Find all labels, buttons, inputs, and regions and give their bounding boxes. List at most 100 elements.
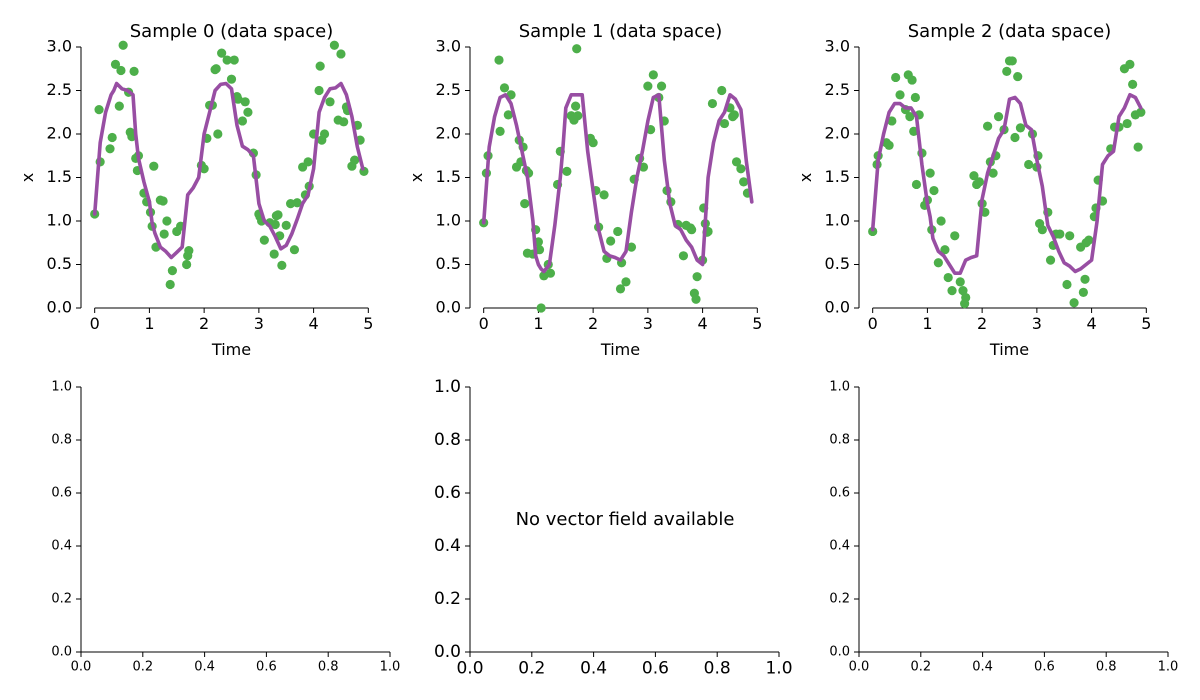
data-point bbox=[329, 40, 339, 50]
chart-title: Sample 1 (data space) bbox=[519, 21, 723, 42]
y-tick-label: 2.0 bbox=[825, 124, 850, 143]
data-point bbox=[907, 75, 917, 85]
data-point bbox=[940, 245, 950, 255]
data-point bbox=[158, 196, 168, 206]
data-point bbox=[947, 286, 957, 296]
data-point bbox=[1080, 274, 1090, 284]
y-tick-label: 0.4 bbox=[829, 539, 850, 554]
y-tick-label: 0.2 bbox=[51, 592, 72, 607]
x-tick-label: 1 bbox=[533, 314, 543, 333]
y-tick-label: 2.0 bbox=[47, 124, 72, 143]
y-tick-label: 1.5 bbox=[825, 167, 850, 186]
data-point bbox=[167, 265, 177, 276]
data-point bbox=[1065, 231, 1075, 241]
data-point bbox=[499, 83, 510, 93]
y-axis-label: x bbox=[407, 173, 426, 182]
x-tick-label: 0.6 bbox=[256, 659, 277, 674]
data-point bbox=[182, 259, 192, 270]
y-tick-label: 1.0 bbox=[51, 380, 72, 395]
x-tick-label: 4 bbox=[1086, 314, 1096, 333]
x-tick-label: 4 bbox=[308, 314, 318, 333]
y-axis-label: x bbox=[796, 173, 815, 182]
data-point bbox=[545, 268, 556, 278]
data-point bbox=[1136, 107, 1146, 117]
data-point bbox=[961, 292, 971, 303]
y-tick-label: 0.4 bbox=[434, 536, 461, 556]
data-point bbox=[211, 64, 221, 74]
x-axis-label: Time bbox=[211, 340, 251, 359]
x-tick-label: 0.6 bbox=[1034, 659, 1055, 674]
panel-sample-0: 0.0 0.5 1.0 1.5 2.0 2.5 3.0 0 1 2 3 4 5 Sample 0 (dat… bbox=[18, 21, 373, 359]
data-point bbox=[687, 225, 697, 235]
y-tick-label: 2.5 bbox=[47, 80, 72, 99]
data-point bbox=[494, 55, 504, 65]
x-tick-label: 0.8 bbox=[318, 659, 339, 674]
data-point bbox=[1084, 235, 1094, 245]
data-point bbox=[229, 55, 239, 65]
data-point bbox=[1122, 118, 1132, 129]
x-tick-label: 0.2 bbox=[910, 659, 931, 674]
panel-vector-field-2: 0.0 0.2 0.4 0.6 0.8 1.0 0.0 0.2 0.4 0.6 0.8 1.0 bbox=[829, 380, 1178, 675]
data-point bbox=[1007, 56, 1017, 66]
data-point bbox=[162, 216, 172, 226]
data-point bbox=[606, 236, 616, 246]
data-point bbox=[958, 286, 968, 296]
data-point bbox=[588, 138, 598, 148]
data-point bbox=[534, 245, 545, 255]
data-point bbox=[350, 155, 360, 165]
y-tick-label: 0.0 bbox=[51, 645, 72, 660]
data-point bbox=[325, 97, 335, 107]
data-point bbox=[929, 185, 939, 196]
data-point bbox=[983, 121, 993, 131]
y-tick-label: 0.6 bbox=[434, 483, 461, 503]
data-point bbox=[226, 74, 237, 84]
data-point bbox=[129, 66, 139, 76]
data-point bbox=[107, 132, 117, 143]
data-point bbox=[969, 171, 979, 181]
data-point bbox=[273, 210, 283, 220]
y-tick-label: 0.5 bbox=[47, 254, 72, 273]
x-tick-label: 4 bbox=[697, 314, 707, 333]
data-point bbox=[974, 177, 985, 187]
data-point bbox=[707, 98, 718, 109]
data-point bbox=[615, 284, 626, 294]
x-tick-label: 2 bbox=[977, 314, 987, 333]
data-point bbox=[719, 118, 730, 129]
x-tick-label: 2 bbox=[588, 314, 598, 333]
y-tick-label: 1.5 bbox=[47, 167, 72, 186]
x-tick-label: 5 bbox=[752, 314, 762, 333]
data-point bbox=[895, 90, 905, 100]
data-point bbox=[1133, 142, 1143, 152]
data-point bbox=[717, 85, 727, 96]
data-point bbox=[118, 40, 128, 50]
chart-title: Sample 0 (data space) bbox=[130, 21, 334, 42]
data-point bbox=[237, 116, 248, 126]
y-tick-label: 0.2 bbox=[434, 589, 461, 609]
data-point bbox=[678, 251, 689, 261]
y-tick-label: 2.5 bbox=[436, 80, 461, 99]
data-point bbox=[233, 94, 243, 104]
x-tick-label: 0.4 bbox=[194, 659, 215, 674]
data-point bbox=[1069, 298, 1079, 308]
y-tick-label: 1.0 bbox=[825, 211, 850, 230]
data-point bbox=[599, 190, 609, 200]
data-point bbox=[613, 226, 623, 237]
y-tick-label: 2.5 bbox=[825, 80, 850, 99]
data-point bbox=[573, 111, 583, 121]
data-point bbox=[691, 294, 701, 304]
panel-sample-1: 0.0 0.5 1.0 1.5 2.0 2.5 3.0 0 1 2 3 4 5 Sample 1 (dat… bbox=[407, 21, 762, 359]
y-tick-label: 1.0 bbox=[434, 377, 461, 397]
data-point bbox=[217, 48, 227, 58]
data-point bbox=[562, 166, 572, 177]
y-tick-label: 0.8 bbox=[829, 433, 850, 448]
x-tick-label: 2 bbox=[199, 314, 209, 333]
data-point bbox=[739, 177, 749, 187]
x-tick-label: 0.2 bbox=[132, 659, 153, 674]
data-point bbox=[571, 101, 581, 111]
y-tick-label: 0.6 bbox=[829, 486, 850, 501]
data-point bbox=[1125, 59, 1135, 69]
y-tick-label: 0.0 bbox=[434, 642, 461, 662]
x-tick-label: 0.6 bbox=[642, 659, 669, 679]
data-point bbox=[243, 107, 253, 117]
